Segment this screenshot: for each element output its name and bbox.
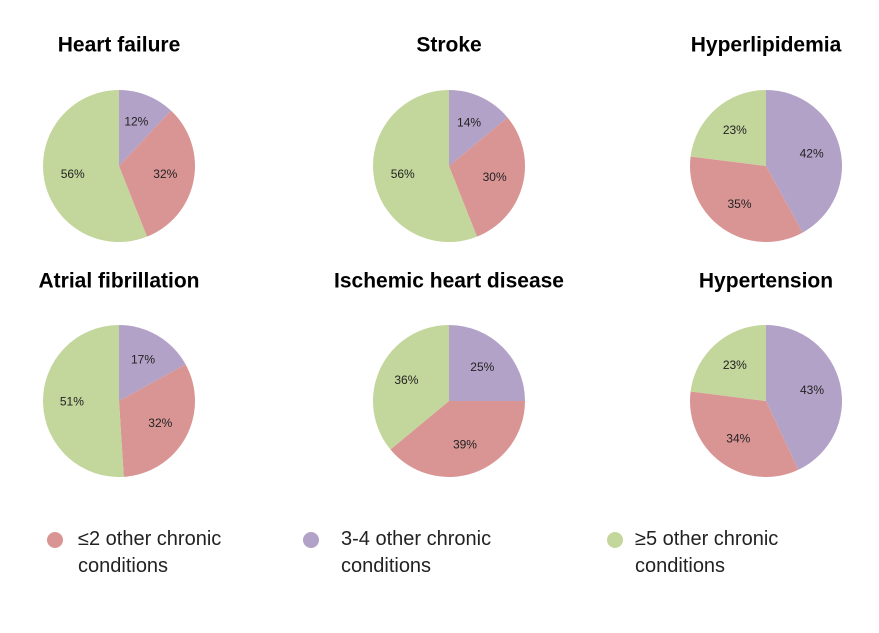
pie-slice bbox=[390, 401, 525, 477]
pie-slice bbox=[119, 90, 172, 166]
chart-title: Atrial fibrillation bbox=[38, 270, 199, 293]
slice-label: 36% bbox=[394, 373, 418, 387]
chart-title: Hyperlipidemia bbox=[691, 34, 842, 57]
pie-slice bbox=[119, 325, 186, 401]
slice-label: 12% bbox=[124, 114, 148, 128]
slice-label: 25% bbox=[470, 360, 494, 374]
slice-label: 30% bbox=[483, 170, 507, 184]
pie-slice bbox=[690, 90, 766, 166]
legend-swatch bbox=[47, 532, 63, 548]
slice-label: 32% bbox=[148, 416, 172, 430]
pie-slice bbox=[373, 325, 449, 450]
slice-label: 56% bbox=[61, 167, 85, 181]
legend-swatch bbox=[607, 532, 623, 548]
slice-label: 43% bbox=[800, 383, 824, 397]
pie-slice bbox=[690, 391, 799, 477]
chart-title: Stroke bbox=[416, 34, 481, 57]
pie-slice bbox=[690, 156, 803, 242]
legend-label: ≤2 other chronic conditions bbox=[78, 528, 222, 577]
slice-label: 35% bbox=[727, 197, 751, 211]
slice-label: 34% bbox=[726, 431, 750, 445]
legend-label: ≥5 other chronic conditions bbox=[635, 528, 779, 577]
slice-label: 51% bbox=[60, 395, 84, 409]
slice-label: 14% bbox=[457, 116, 481, 130]
pie-slice bbox=[372, 90, 477, 243]
pie-slice bbox=[43, 325, 124, 477]
pie-slice bbox=[690, 325, 766, 401]
legend-label: 3-4 other chronic conditions bbox=[341, 528, 492, 577]
legend-swatch bbox=[303, 532, 319, 548]
chart-title: Hypertension bbox=[699, 270, 833, 293]
pie-slice bbox=[449, 325, 525, 401]
slice-label: 23% bbox=[723, 123, 747, 137]
pie-slice bbox=[119, 110, 195, 237]
pie-slice bbox=[766, 90, 842, 233]
chart-title: Heart failure bbox=[58, 34, 181, 57]
slice-label: 17% bbox=[131, 353, 155, 367]
slice-label: 23% bbox=[723, 358, 747, 372]
slice-label: 56% bbox=[391, 167, 415, 181]
pie-slice bbox=[449, 117, 525, 237]
chart-title: Ischemic heart disease bbox=[334, 270, 564, 293]
slice-label: 42% bbox=[800, 146, 824, 160]
slice-label: 32% bbox=[153, 167, 177, 181]
pie-slice bbox=[43, 90, 147, 243]
pie-slice bbox=[766, 325, 843, 470]
pie-slice bbox=[119, 364, 195, 477]
pie-slice bbox=[449, 90, 508, 166]
slice-label: 39% bbox=[453, 438, 477, 452]
